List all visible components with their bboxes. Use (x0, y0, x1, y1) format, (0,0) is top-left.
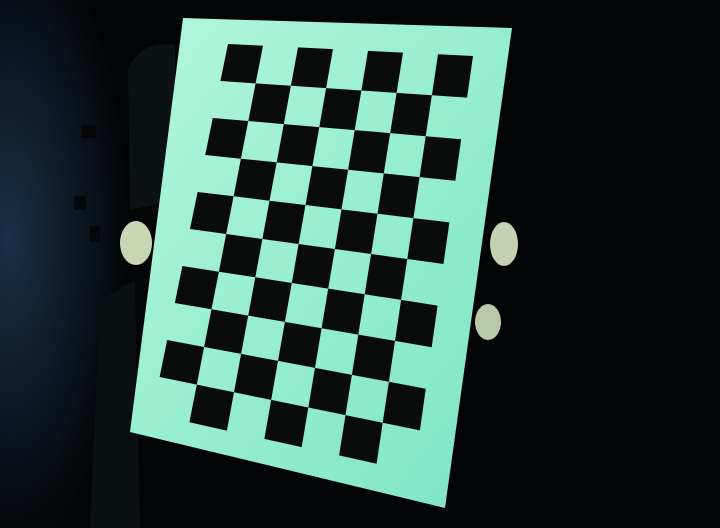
checker-square (248, 83, 291, 125)
checker-square (290, 47, 333, 89)
left-hand (120, 221, 152, 265)
checker-square (419, 136, 462, 181)
checker-square (351, 334, 395, 382)
checker-square (262, 200, 306, 244)
checker-square (276, 124, 320, 167)
checker-square (319, 88, 362, 131)
wall-mark (90, 226, 100, 242)
checker-square (190, 192, 234, 234)
right-hand-lower (475, 304, 501, 340)
checker-square (382, 381, 426, 431)
checker-square (377, 173, 420, 219)
checker-square (234, 353, 278, 400)
checker-square (305, 166, 349, 210)
checker-square (218, 234, 263, 278)
checker-square (390, 92, 432, 137)
checker-square (159, 340, 205, 385)
checker-square (233, 158, 277, 201)
wall-mark (82, 126, 96, 138)
checker-square (205, 118, 249, 159)
checker-square (248, 277, 292, 322)
person-body (90, 280, 140, 528)
checker-square (278, 321, 322, 368)
checker-square (431, 54, 473, 98)
checker-square (291, 244, 335, 289)
checker-square (204, 309, 249, 354)
checker-square (321, 288, 365, 335)
checker-square (361, 50, 403, 93)
checker-square (174, 266, 219, 310)
wall-mark (74, 196, 86, 210)
checker-square (395, 299, 438, 348)
person-head (128, 44, 175, 211)
checker-square (364, 254, 408, 300)
checker-square (339, 415, 383, 464)
right-hand-upper (490, 222, 518, 266)
checker-square (264, 399, 309, 448)
checker-square (334, 209, 378, 254)
checker-square (407, 218, 450, 264)
checker-square (348, 130, 391, 174)
checkerboard-squares (159, 44, 473, 464)
checker-square (308, 367, 352, 416)
checker-square (189, 384, 234, 431)
checker-square (220, 44, 263, 84)
